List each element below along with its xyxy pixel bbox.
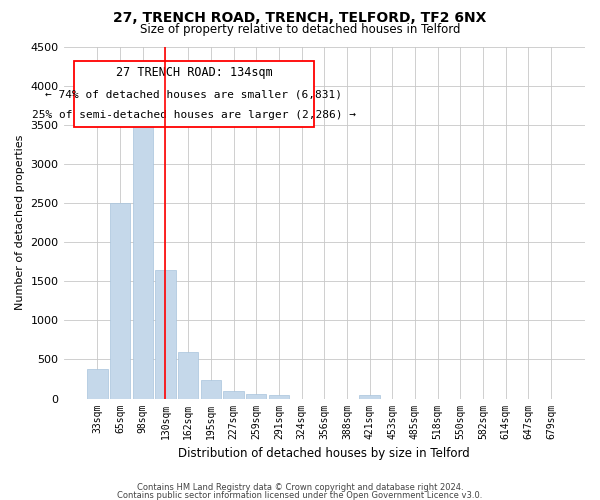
Bar — [200, 380, 221, 398]
Text: Size of property relative to detached houses in Telford: Size of property relative to detached ho… — [140, 22, 460, 36]
Text: Contains HM Land Registry data © Crown copyright and database right 2024.: Contains HM Land Registry data © Crown c… — [137, 483, 463, 492]
Y-axis label: Number of detached properties: Number of detached properties — [15, 135, 25, 310]
Text: Contains public sector information licensed under the Open Government Licence v3: Contains public sector information licen… — [118, 490, 482, 500]
Bar — [223, 391, 244, 398]
Text: 25% of semi-detached houses are larger (2,286) →: 25% of semi-detached houses are larger (… — [32, 110, 356, 120]
Text: ← 74% of detached houses are smaller (6,831): ← 74% of detached houses are smaller (6,… — [46, 89, 343, 99]
Bar — [155, 270, 176, 398]
Bar — [87, 369, 107, 398]
Bar — [269, 394, 289, 398]
Bar — [110, 203, 130, 398]
Bar — [133, 105, 153, 399]
Text: 27 TRENCH ROAD: 134sqm: 27 TRENCH ROAD: 134sqm — [116, 66, 272, 79]
FancyBboxPatch shape — [74, 60, 314, 128]
X-axis label: Distribution of detached houses by size in Telford: Distribution of detached houses by size … — [178, 447, 470, 460]
Bar — [178, 352, 199, 399]
Bar — [359, 396, 380, 398]
Bar — [246, 394, 266, 398]
Text: 27, TRENCH ROAD, TRENCH, TELFORD, TF2 6NX: 27, TRENCH ROAD, TRENCH, TELFORD, TF2 6N… — [113, 11, 487, 25]
